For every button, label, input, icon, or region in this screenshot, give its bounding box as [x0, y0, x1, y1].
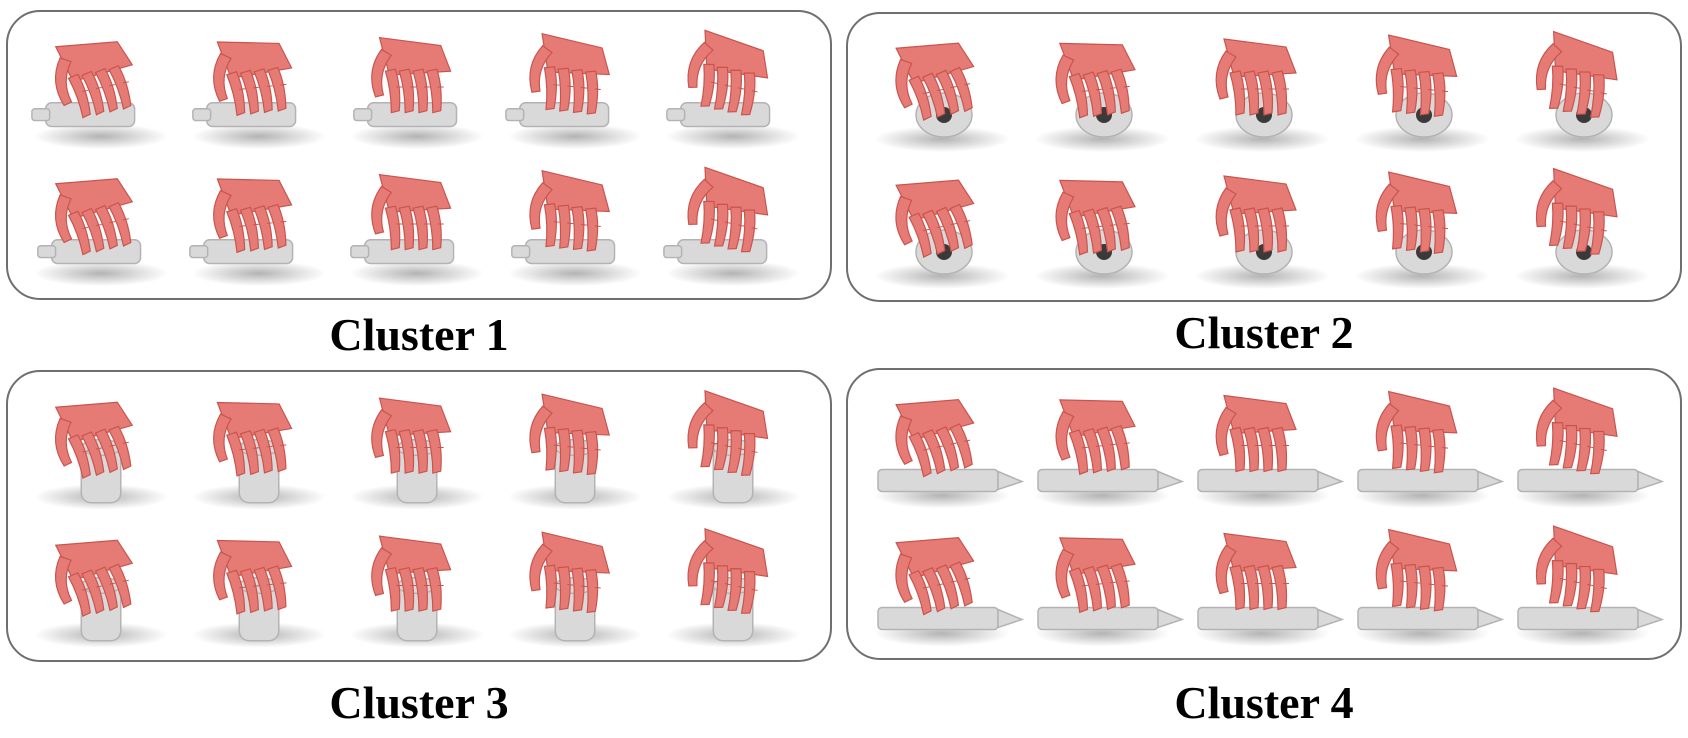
grasp-render: [1184, 157, 1344, 294]
grasp-render: [1024, 157, 1184, 294]
grasp-render: [1504, 157, 1664, 294]
grasp-illustration: [1034, 399, 1184, 509]
grasp-render: [864, 157, 1024, 294]
grasp-render: [1504, 20, 1664, 157]
grasp-illustration: [1194, 532, 1344, 647]
grasp-render: [1184, 376, 1344, 514]
grasp-illustration: [665, 527, 801, 648]
grasp-render: [498, 18, 656, 155]
cluster-1-panel: [6, 10, 832, 300]
grasp-render: [1344, 376, 1504, 514]
grasp-render: [864, 20, 1024, 157]
grasp-illustration: [874, 179, 1010, 289]
grasp-illustration: [191, 539, 327, 648]
grasp-render: [656, 378, 814, 516]
grasp-illustration: [505, 32, 643, 150]
grasp-render: [1184, 514, 1344, 652]
grasp-render: [498, 155, 656, 292]
grasp-render: [1344, 514, 1504, 652]
cluster-4-caption: Cluster 4: [1174, 677, 1354, 728]
grasp-illustration: [874, 42, 1010, 152]
grasp-illustration: [349, 36, 485, 150]
grasp-illustration: [1354, 34, 1490, 152]
grasp-illustration: [191, 41, 327, 150]
grasp-illustration: [349, 535, 485, 648]
grasp-illustration: [1194, 175, 1330, 289]
cluster-2-panel: [846, 12, 1682, 302]
grasp-render: [498, 378, 656, 516]
grasp-illustration: [1514, 387, 1664, 509]
grasp-illustration: [191, 401, 327, 510]
grasp-illustration: [1514, 525, 1664, 647]
grasp-illustration: [1194, 38, 1330, 152]
grasp-illustration: [1354, 171, 1490, 289]
grasp-render: [656, 18, 814, 155]
grasp-illustration: [1514, 30, 1650, 152]
grasp-illustration: [507, 531, 643, 648]
grasp-render: [1344, 157, 1504, 294]
grasp-render: [340, 378, 498, 516]
grasp-render: [340, 516, 498, 654]
grasp-render: [1024, 20, 1184, 157]
grasp-illustration: [189, 178, 327, 287]
grasp-illustration: [1034, 179, 1170, 289]
grasp-illustration: [874, 399, 1024, 509]
grasp-illustration: [33, 401, 169, 510]
grasp-render: [24, 378, 182, 516]
grasp-render: [182, 378, 340, 516]
grasp-illustration: [1514, 167, 1650, 289]
grasp-render: [340, 155, 498, 292]
grasp-grid: [864, 20, 1664, 294]
grasp-grid: [24, 378, 814, 654]
grasp-illustration: [1034, 42, 1170, 152]
grasp-illustration: [1354, 528, 1504, 647]
grasp-illustration: [33, 178, 169, 287]
cluster-4-panel: [846, 368, 1682, 660]
grasp-illustration: [349, 173, 485, 287]
grasp-illustration: [507, 393, 643, 510]
grasp-render: [340, 18, 498, 155]
grasp-render: [1184, 20, 1344, 157]
grasp-illustration: [349, 397, 485, 510]
cluster-3-panel: [6, 370, 832, 662]
grasp-illustration: [1194, 394, 1344, 509]
grasp-render: [24, 516, 182, 654]
grasp-render: [182, 155, 340, 292]
grasp-render: [864, 514, 1024, 652]
grasp-render: [864, 376, 1024, 514]
grasp-render: [1024, 376, 1184, 514]
grasp-grid: [24, 18, 814, 292]
cluster-2-caption: Cluster 2: [1174, 307, 1354, 358]
grasp-grid: [864, 376, 1664, 652]
grasp-render: [656, 516, 814, 654]
grasp-render: [656, 155, 814, 292]
cluster-3-caption: Cluster 3: [329, 677, 509, 728]
grasp-illustration: [665, 29, 801, 150]
grasp-render: [182, 516, 340, 654]
grasp-render: [498, 516, 656, 654]
grasp-render: [182, 18, 340, 155]
grasp-render: [1504, 376, 1664, 514]
cluster-1-caption: Cluster 1: [329, 309, 509, 360]
grasp-illustration: [31, 41, 169, 150]
grasp-render: [24, 18, 182, 155]
grasp-illustration: [507, 169, 643, 287]
grasp-illustration: [665, 389, 801, 510]
grasp-illustration: [33, 539, 169, 648]
grasp-render: [1344, 20, 1504, 157]
grasp-illustration: [1034, 537, 1184, 647]
grasp-render: [1504, 514, 1664, 652]
grasp-illustration: [663, 166, 801, 287]
grasp-illustration: [1354, 390, 1504, 509]
grasp-illustration: [874, 537, 1024, 647]
grasp-render: [24, 155, 182, 292]
grasp-render: [1024, 514, 1184, 652]
